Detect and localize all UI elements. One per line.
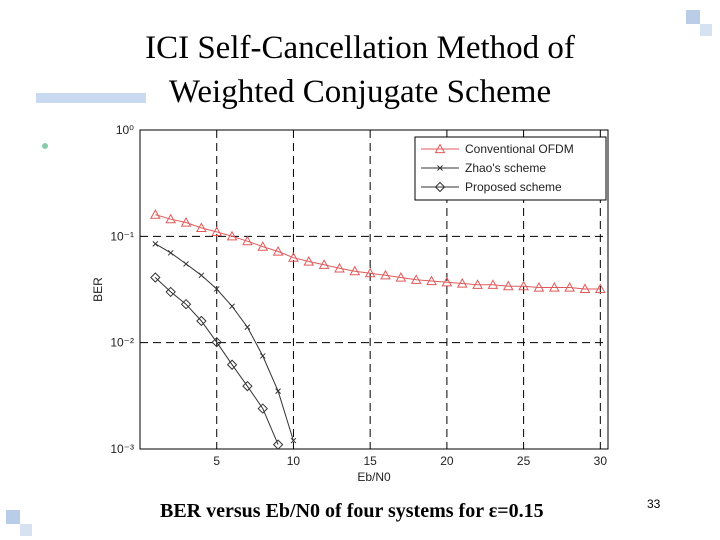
deco [20, 524, 32, 536]
marker [167, 249, 174, 256]
deco [700, 24, 712, 36]
title: ICI Self-Cancellation Method of [145, 30, 575, 66]
series-line [154, 277, 279, 445]
deco [686, 10, 700, 24]
marker [380, 269, 391, 280]
marker [456, 277, 468, 288]
marker [472, 279, 483, 289]
x-tick-label: 25 [517, 454, 531, 468]
x-tick-label: 10 [287, 454, 301, 468]
marker [149, 209, 161, 219]
marker [564, 282, 575, 292]
marker [226, 230, 238, 241]
caption: BER versus Eb/N0 of four systems for ε=0… [160, 500, 544, 522]
marker [259, 353, 266, 359]
marker [334, 262, 345, 273]
marker [183, 261, 189, 267]
marker [196, 315, 207, 327]
marker [165, 286, 176, 298]
series-line [155, 243, 294, 441]
x-tick-label: 5 [213, 454, 220, 468]
title: Weighted Conjugate Scheme [169, 74, 551, 110]
marker [226, 359, 238, 370]
marker [242, 380, 253, 392]
marker [272, 245, 284, 256]
y-tick-label: 10⁻¹ [110, 229, 134, 243]
marker [548, 282, 560, 292]
marker [272, 439, 284, 450]
marker [198, 272, 205, 279]
marker [211, 336, 222, 348]
marker [196, 222, 207, 233]
legend-label: Conventional OFDM [465, 142, 574, 156]
marker [318, 259, 330, 269]
x-axis-label: Eb/N0 [357, 470, 391, 484]
marker [434, 143, 446, 154]
marker [288, 252, 299, 262]
marker [434, 181, 446, 193]
marker [502, 280, 514, 291]
deco [6, 510, 20, 524]
x-tick-label: 30 [594, 454, 608, 468]
marker [349, 265, 361, 276]
marker [257, 241, 269, 251]
page-number: 33 [647, 497, 661, 511]
legend-label: Proposed scheme [465, 180, 562, 194]
marker [410, 274, 422, 284]
marker [242, 235, 253, 246]
marker [579, 283, 591, 294]
chart: 10⁰ 10⁻¹ 10⁻² 10⁻³ 5 10 15 20 25 30 Eb/N0 BER Conven… [91, 123, 609, 484]
marker [487, 279, 499, 289]
x-tick-label: 20 [440, 454, 454, 468]
marker [533, 282, 545, 292]
marker [426, 275, 437, 286]
marker [364, 267, 376, 278]
marker [441, 276, 453, 287]
marker [180, 216, 192, 227]
marker [150, 272, 161, 283]
marker [211, 226, 223, 237]
y-tick-label: 10⁰ [116, 123, 134, 137]
marker [180, 298, 192, 310]
y-tick-label: 10⁻² [110, 336, 134, 350]
marker [244, 324, 251, 330]
marker [437, 165, 443, 171]
x-tick-label: 15 [363, 454, 377, 468]
marker [257, 403, 268, 414]
marker [275, 388, 281, 395]
bullet [42, 143, 48, 149]
title-bar [36, 93, 146, 103]
marker [213, 286, 220, 292]
marker [152, 240, 159, 247]
marker [594, 283, 606, 294]
marker [303, 255, 315, 266]
legend-label: Zhao's scheme [465, 161, 546, 175]
marker [290, 437, 297, 444]
marker [518, 280, 529, 291]
marker [165, 213, 177, 224]
marker [395, 271, 407, 282]
y-axis-label: BER [91, 277, 105, 302]
y-tick-label: 10⁻³ [110, 442, 134, 456]
marker [229, 303, 235, 310]
